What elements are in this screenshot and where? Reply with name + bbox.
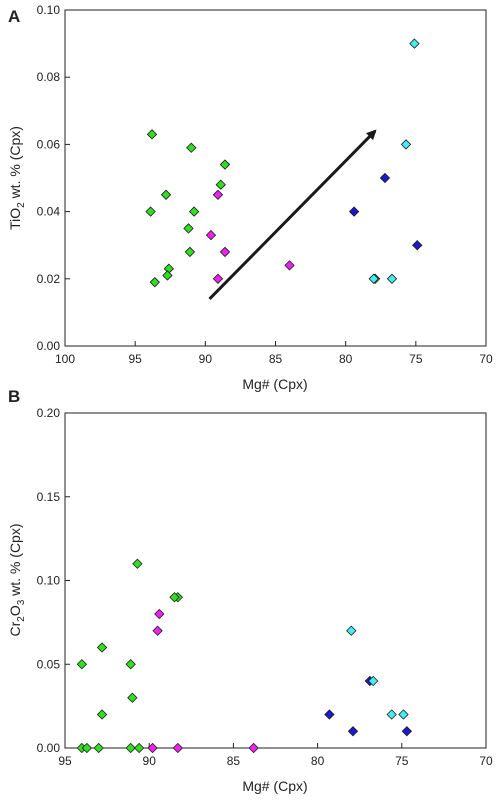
data-point-blue	[401, 726, 413, 737]
panel-b-ylabel-p1: Cr	[7, 621, 23, 636]
data-point-magenta	[212, 189, 224, 200]
data-point-green	[125, 742, 136, 754]
panel-a-y-tick-label: 0.10	[37, 3, 61, 17]
panel-a-ylabel-main: TiO	[7, 208, 23, 230]
trend-arrow	[208, 129, 377, 301]
data-point-cyan	[400, 139, 412, 150]
panel-b-y-tick-label: 0.00	[37, 741, 61, 755]
data-point-cyan	[386, 273, 398, 284]
panel-a-trend-arrow-group	[208, 129, 377, 301]
data-point-green	[133, 742, 145, 754]
data-point-magenta	[147, 742, 158, 754]
panel-a-y-tick-label: 0.04	[37, 205, 61, 219]
panel-b-ylabel-p2: O	[7, 605, 23, 616]
data-point-cyan	[398, 709, 409, 720]
data-point-green	[145, 206, 156, 217]
data-point-magenta	[284, 260, 295, 271]
data-point-magenta	[212, 273, 224, 284]
data-point-magenta	[152, 625, 163, 636]
data-point-green	[188, 206, 200, 217]
data-point-green	[149, 276, 160, 288]
data-point-green	[76, 659, 88, 670]
panel-b-x-tick-label: 75	[395, 754, 409, 768]
panel-b: B 95 90 85 80 75 70 0.00 0.05 0.10 0.15 0.20 Mg# (…	[7, 387, 493, 794]
panel-a-x-tick-label: 90	[199, 352, 213, 366]
data-point-green	[215, 179, 226, 190]
data-point-magenta	[154, 608, 165, 620]
data-point-green	[169, 592, 180, 603]
data-point-cyan	[368, 675, 379, 687]
panel-a-ticks: 100 95 90 85 80 75 70 0.00 0.02 0.04 0.06 0.08 0.10	[37, 3, 493, 366]
panel-a-x-tick-label: 70	[479, 352, 493, 366]
panel-a-x-tick-label: 100	[55, 352, 75, 366]
panel-b-y-tick-label: 0.10	[37, 574, 61, 588]
data-point-green	[81, 742, 93, 754]
panel-a-points	[145, 38, 423, 288]
data-point-cyan	[368, 273, 379, 284]
panel-b-x-tick-label: 85	[227, 754, 241, 768]
data-point-green	[125, 659, 136, 670]
data-point-green	[219, 159, 231, 170]
panel-b-x-tick-label: 90	[143, 754, 157, 768]
panel-a-letter: A	[8, 7, 20, 26]
data-point-blue	[324, 709, 335, 720]
data-point-blue	[379, 172, 391, 184]
data-point-green	[96, 709, 108, 720]
data-point-green	[96, 642, 108, 653]
panel-a-y-tick-label: 0.06	[37, 137, 61, 151]
data-point-blue	[348, 206, 360, 217]
data-point-magenta	[172, 742, 183, 754]
panel-a-y-tick-label: 0.00	[37, 339, 61, 353]
data-point-magenta	[219, 246, 231, 258]
data-point-blue	[412, 240, 423, 251]
data-point-cyan	[386, 709, 397, 720]
panel-a-x-tick-label: 75	[409, 352, 423, 366]
data-point-green	[127, 692, 138, 703]
panel-a-x-tick-label: 80	[339, 352, 353, 366]
panel-b-ylabel-s1: 2	[16, 616, 27, 622]
panel-b-ylabel-s2: 3	[16, 599, 27, 605]
data-point-green	[162, 270, 173, 281]
panel-b-x-axis-label: Mg# (Cpx)	[242, 778, 307, 794]
panel-a: A 100 95 90 85 80 75 70 0.00 0.02 0.04 0.06 0.08 0.1…	[7, 3, 493, 392]
panel-a-y-axis-label: TiO2 wt. % (Cpx)	[7, 126, 27, 230]
data-point-green	[184, 246, 196, 258]
data-point-magenta	[205, 229, 217, 241]
panel-b-points	[76, 558, 413, 754]
panel-b-x-tick-label: 80	[311, 754, 325, 768]
panel-a-ylabel-rest: wt. % (Cpx)	[7, 126, 23, 202]
data-point-green	[183, 223, 194, 234]
data-point-green	[132, 558, 143, 569]
panel-b-y-tick-label: 0.15	[37, 490, 61, 504]
panel-a-plot-frame	[64, 9, 487, 347]
data-point-cyan	[409, 38, 420, 49]
panel-a-x-tick-label: 85	[269, 352, 283, 366]
panel-a-x-tick-label: 95	[128, 352, 142, 366]
panel-a-y-tick-label: 0.02	[37, 272, 61, 286]
data-point-magenta	[248, 742, 259, 754]
panel-b-x-tick-label: 70	[479, 754, 493, 768]
panel-b-letter: B	[8, 387, 20, 406]
panel-b-ticks: 95 90 85 80 75 70 0.00 0.05 0.10 0.15 0.20	[37, 406, 493, 768]
panel-a-y-tick-label: 0.08	[37, 70, 61, 84]
data-point-green	[160, 189, 172, 200]
panel-a-ylabel-sub: 2	[16, 202, 27, 208]
panel-b-ylabel-rest: wt. % (Cpx)	[7, 523, 23, 599]
panel-b-y-tick-label: 0.20	[37, 406, 61, 420]
panel-b-y-axis-label: Cr2O3 wt. % (Cpx)	[7, 523, 27, 636]
panel-b-x-tick-label: 95	[58, 754, 72, 768]
data-point-blue	[347, 726, 359, 737]
data-point-cyan	[346, 625, 357, 636]
data-point-green	[146, 129, 158, 140]
data-point-green	[93, 742, 104, 754]
panel-b-y-tick-label: 0.05	[37, 657, 61, 671]
data-point-green	[186, 142, 197, 153]
panel-a-x-axis-label: Mg# (Cpx)	[242, 376, 307, 392]
